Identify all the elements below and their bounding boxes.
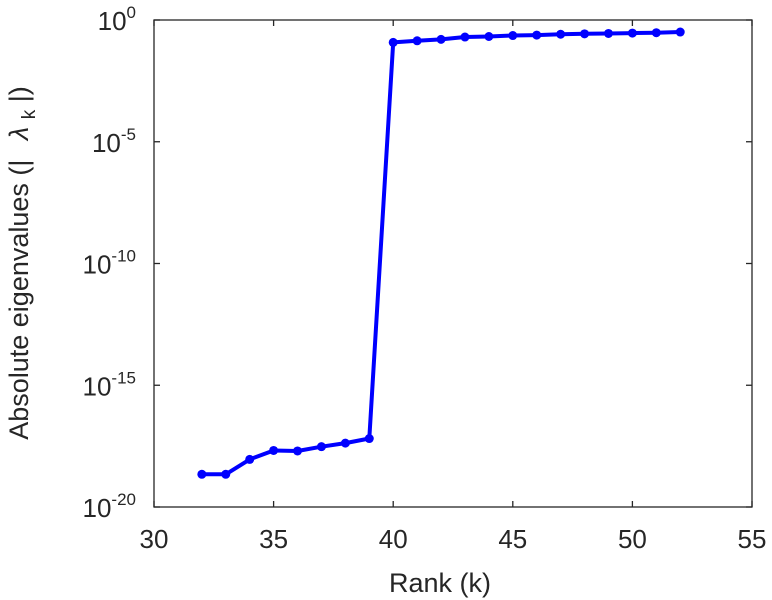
data-point bbox=[556, 29, 566, 39]
data-point bbox=[197, 469, 207, 479]
x-tick-label: 45 bbox=[498, 524, 527, 554]
data-point bbox=[580, 29, 590, 39]
y-tick-label: 10-10 bbox=[83, 247, 137, 280]
data-point bbox=[508, 31, 518, 41]
series-layer bbox=[197, 27, 685, 479]
x-tick-label: 30 bbox=[140, 524, 169, 554]
x-tick-label: 35 bbox=[259, 524, 288, 554]
data-point bbox=[627, 28, 637, 38]
data-point bbox=[651, 28, 661, 38]
y-ticks: 100 10-5 10-10 10-15 10-20 bbox=[83, 3, 752, 523]
data-point bbox=[340, 438, 350, 448]
y-axis-label-subscript: k bbox=[19, 109, 40, 119]
data-point bbox=[388, 37, 398, 47]
y-tick-label: 10-15 bbox=[83, 368, 137, 401]
y-tick-label: 100 bbox=[98, 3, 136, 36]
y-axis-label-tail: |) bbox=[4, 86, 34, 102]
data-point bbox=[460, 32, 470, 42]
data-point bbox=[532, 30, 542, 40]
y-axis-label-text: Absolute eigenvalues (| bbox=[4, 160, 34, 440]
data-point bbox=[603, 28, 613, 38]
data-point bbox=[245, 454, 255, 464]
data-point bbox=[675, 27, 685, 37]
x-ticks: 30 35 40 45 50 55 bbox=[140, 20, 767, 554]
data-point bbox=[269, 445, 279, 455]
x-tick-label: 55 bbox=[738, 524, 767, 554]
x-tick-label: 40 bbox=[379, 524, 408, 554]
data-point bbox=[484, 32, 494, 42]
data-point bbox=[364, 434, 374, 444]
y-tick-label: 10-20 bbox=[83, 490, 137, 523]
data-point bbox=[293, 446, 303, 456]
x-axis-label: Rank (k) bbox=[389, 568, 491, 598]
y-axis-label: Absolute eigenvalues (| λ k |) bbox=[4, 86, 41, 440]
data-point bbox=[316, 442, 326, 452]
svg-text:Absolute eigenvalues (|: Absolute eigenvalues (| λ k |) bbox=[4, 86, 41, 440]
x-tick-label: 50 bbox=[618, 524, 647, 554]
data-point bbox=[412, 36, 422, 46]
plot-area bbox=[153, 19, 753, 508]
data-point bbox=[221, 469, 231, 479]
y-axis-label-symbol: λ bbox=[4, 127, 34, 142]
data-point bbox=[436, 34, 446, 44]
y-tick-label: 10-5 bbox=[92, 125, 136, 158]
